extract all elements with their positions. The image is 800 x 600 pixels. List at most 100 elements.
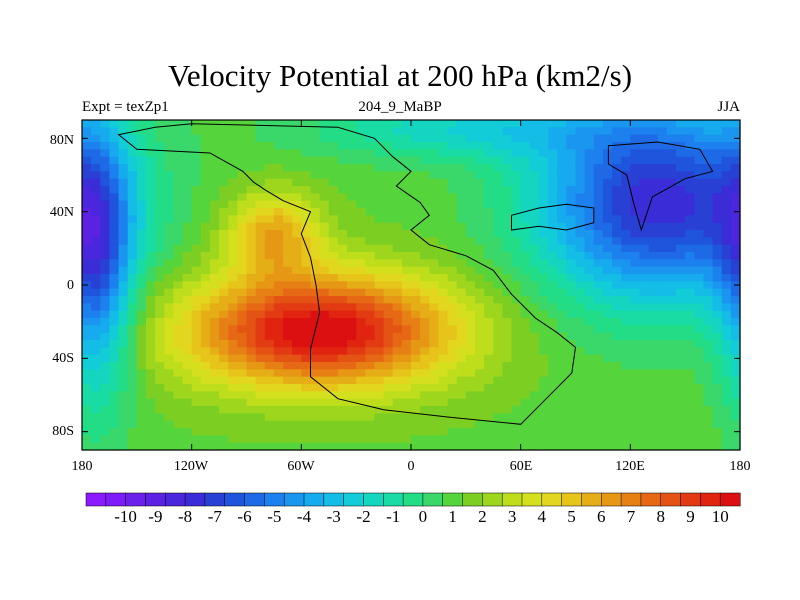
field-cell (383, 134, 394, 143)
field-cell (209, 318, 220, 326)
field-cell (228, 369, 238, 378)
field-cell (511, 178, 522, 187)
field-cell (127, 127, 138, 136)
field-cell (566, 428, 577, 436)
field-cell (173, 325, 184, 334)
field-cell (429, 252, 440, 260)
field-cell (91, 193, 101, 202)
field-cell (593, 310, 604, 319)
field-cell (401, 208, 412, 216)
field-cell (456, 193, 467, 202)
field-cell (237, 442, 248, 451)
field-cell (365, 325, 376, 334)
field-cell (310, 332, 321, 341)
field-cell (612, 376, 622, 385)
field-cell (411, 215, 421, 224)
field-cell (401, 156, 412, 165)
field-cell (383, 318, 394, 326)
field-cell (676, 134, 686, 143)
field-cell (145, 296, 156, 304)
field-cell (401, 274, 412, 282)
field-cell (593, 142, 604, 150)
field-cell (283, 420, 293, 429)
field-cell (484, 215, 494, 224)
field-cell (712, 142, 723, 150)
field-cell (155, 237, 165, 246)
field-cell (593, 186, 604, 194)
field-cell (264, 413, 275, 422)
field-cell (657, 406, 668, 414)
field-cell (520, 281, 531, 290)
field-cell (621, 288, 631, 297)
field-cell (538, 398, 549, 407)
field-cell (145, 362, 156, 370)
field-cell (347, 222, 357, 231)
field-cell (118, 237, 129, 246)
field-cell (612, 303, 622, 312)
field-cell (538, 142, 549, 150)
field-cell (712, 186, 723, 194)
y-tick-label: 80N (49, 133, 74, 148)
field-cell (575, 274, 586, 282)
field-cell (621, 266, 631, 275)
field-cell (82, 288, 92, 297)
field-cell (529, 362, 540, 370)
field-cell (666, 134, 677, 143)
field-cell (328, 252, 339, 260)
field-cell (401, 347, 412, 356)
field-cell (91, 281, 101, 290)
field-cell (703, 266, 714, 275)
field-cell (602, 288, 613, 297)
field-cell (292, 193, 302, 202)
field-cell (127, 420, 138, 429)
colorbar-swatch (521, 492, 543, 507)
field-cell (712, 303, 723, 312)
field-cell (484, 252, 494, 260)
colorbar-swatch (561, 492, 583, 507)
field-cell (538, 127, 549, 136)
field-cell (136, 274, 147, 282)
field-cell (401, 288, 412, 297)
field-cell (456, 310, 467, 319)
field-cell (465, 281, 476, 290)
field-cell (465, 303, 476, 312)
field-cell (301, 274, 312, 282)
field-cell (374, 244, 385, 253)
field-cell (237, 406, 248, 414)
field-cell (703, 281, 714, 290)
field-cell (584, 369, 595, 378)
field-cell (712, 347, 723, 356)
colorbar-swatch (442, 492, 464, 507)
field-cell (301, 222, 312, 231)
field-cell (100, 413, 111, 422)
field-cell (712, 134, 723, 143)
field-cell (730, 252, 741, 260)
field-cell (712, 266, 723, 275)
field-cell (639, 347, 650, 356)
field-cell (145, 208, 156, 216)
field-cell (538, 406, 549, 414)
field-cell (136, 149, 147, 158)
field-cell (237, 281, 248, 290)
field-cell (639, 171, 650, 180)
field-cell (584, 296, 595, 304)
field-cell (219, 164, 229, 172)
field-cell (219, 288, 229, 297)
field-cell (502, 244, 513, 253)
field-cell (438, 288, 449, 297)
field-cell (411, 127, 421, 136)
field-cell (273, 127, 284, 136)
field-cell (694, 332, 705, 341)
field-cell (127, 230, 138, 238)
field-cell (538, 237, 549, 246)
field-cell (529, 310, 540, 319)
field-cell (575, 120, 586, 128)
field-cell (465, 193, 476, 202)
field-cell (164, 369, 174, 378)
field-cell (200, 318, 211, 326)
field-cell (200, 406, 211, 414)
field-cell (621, 230, 631, 238)
field-cell (703, 156, 714, 165)
field-cell (557, 259, 567, 268)
field-cell (602, 208, 613, 216)
